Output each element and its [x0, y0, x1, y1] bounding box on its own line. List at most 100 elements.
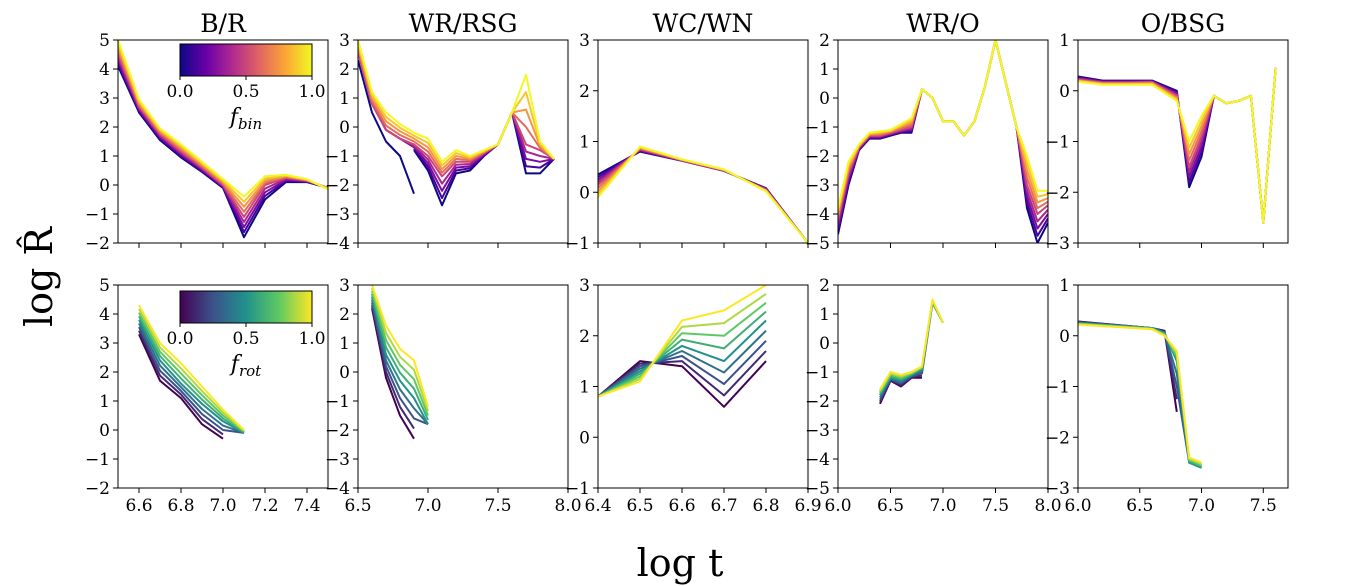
y-tick-label: 0	[579, 183, 590, 203]
series-line	[598, 310, 767, 398]
y-tick-label: −1	[1045, 378, 1070, 398]
x-tick-label: 6.4	[584, 496, 611, 516]
series-line	[358, 48, 555, 174]
y-tick-label: 2	[579, 327, 590, 347]
x-tick-label: 7.4	[293, 496, 320, 516]
series-group	[598, 285, 767, 408]
y-tick-label: 3	[99, 334, 110, 354]
series-line	[838, 40, 1048, 243]
y-tick-label: 2	[579, 82, 590, 102]
panel-title: B/R	[200, 9, 247, 38]
y-tick-label: −5	[805, 479, 830, 499]
series-line	[118, 62, 328, 234]
panel-1-1: −4 −3 −2 −1 0 1 2 3 6.5 7.0 7.5 8.0	[325, 276, 582, 516]
x-axis-label: log t	[637, 541, 724, 585]
series-line	[138, 322, 245, 434]
x-tick-label: 6.5	[877, 496, 904, 516]
colorbar-label: frot	[229, 352, 262, 380]
series-line	[598, 319, 767, 398]
y-tick-label: −1	[325, 392, 350, 412]
y-tick-label: −1	[1045, 133, 1070, 153]
y-tick-label: −4	[325, 479, 350, 499]
series-line	[598, 350, 767, 398]
x-tick-label: 6.9	[794, 496, 821, 516]
x-tick-label: 7.5	[1250, 496, 1277, 516]
y-tick-label: 2	[819, 276, 830, 296]
y-tick-label: 1	[579, 378, 590, 398]
series-line	[371, 293, 429, 421]
series-line	[371, 285, 429, 408]
series-line	[118, 40, 328, 198]
series-line	[598, 340, 767, 398]
axes-frame	[357, 284, 569, 489]
series-line	[371, 302, 429, 426]
y-tick-label: 1	[99, 147, 110, 167]
x-tick-label: 6.5	[626, 496, 653, 516]
colorbar-bin: 0.0 0.5 1.0 fbin	[166, 43, 326, 133]
axes-frame	[837, 39, 1049, 244]
x-tick-label: 7.5	[982, 496, 1009, 516]
colorbar-tick-label: 0.5	[232, 82, 259, 102]
y-tick-label: −3	[805, 176, 830, 196]
y-axis-label: log R̂	[17, 226, 61, 327]
x-tick-label: 6.6	[125, 496, 152, 516]
y-tick-label: 2	[339, 305, 350, 325]
series-line	[138, 333, 224, 440]
y-tick-label: 1	[1059, 31, 1070, 51]
y-tick-label: 5	[99, 276, 110, 296]
series-line	[838, 40, 1048, 209]
panels-layer: −2 −1 0 1 2 3 4 5 B/R −4 −3 −2 −1 0 1 2 3 WR/RSG −1 0 1 2 3 WC/…	[85, 9, 1289, 516]
colorbar-tick-label: 0.5	[232, 329, 259, 349]
x-tick-label: 7.2	[251, 496, 278, 516]
series-line	[138, 330, 224, 436]
y-tick-label: 3	[339, 276, 350, 296]
x-tick-label: 6.5	[1126, 496, 1153, 516]
x-tick-label: 6.8	[752, 496, 779, 516]
series-line	[138, 319, 245, 434]
panel-1-4: −3 −2 −1 0 1 6.0 6.5 7.0 7.5	[1045, 276, 1289, 516]
y-tick-label: 2	[339, 60, 350, 80]
y-tick-label: 3	[579, 31, 590, 51]
y-tick-label: 1	[1059, 276, 1070, 296]
y-tick-label: −2	[85, 234, 110, 254]
y-tick-label: −2	[805, 147, 830, 167]
panel-0-2: −1 0 1 2 3 WC/WN	[565, 9, 809, 254]
panel-0-4: −3 −2 −1 0 1 O/BSG	[1045, 9, 1289, 254]
colorbar-gradient	[179, 290, 313, 324]
y-tick-label: −2	[325, 176, 350, 196]
y-tick-label: 0	[99, 176, 110, 196]
y-tick-label: 2	[819, 31, 830, 51]
series-line	[138, 315, 245, 434]
series-line	[1078, 67, 1277, 224]
series-line	[358, 40, 555, 163]
y-tick-label: −2	[1045, 428, 1070, 448]
colorbar-tick-label: 1.0	[298, 329, 325, 349]
x-tick-label: 6.8	[167, 496, 194, 516]
series-line	[1078, 67, 1277, 224]
series-line	[879, 298, 944, 390]
series-line	[1078, 323, 1202, 464]
y-tick-label: −1	[325, 147, 350, 167]
panel-title: WR/RSG	[409, 9, 518, 38]
y-tick-label: 2	[99, 118, 110, 138]
colorbars-layer: 0.0 0.5 1.0 fbin 0.0 0.5 1.0 frot	[166, 43, 326, 380]
panel-1-3: −5 −4 −3 −2 −1 0 1 2 6.0 6.5 7.0 7.5 8.0	[805, 276, 1062, 516]
y-tick-label: 0	[579, 428, 590, 448]
y-tick-label: −1	[805, 363, 830, 383]
x-tick-label: 7.0	[414, 496, 441, 516]
axes-frame	[597, 39, 809, 244]
y-tick-label: −2	[85, 479, 110, 499]
y-tick-label: −3	[805, 421, 830, 441]
y-tick-label: 3	[339, 31, 350, 51]
y-tick-label: 0	[1059, 327, 1070, 347]
y-tick-label: 0	[819, 334, 830, 354]
x-tick-label: 6.7	[710, 496, 737, 516]
series-line	[598, 148, 808, 243]
colorbar-rot: 0.0 0.5 1.0 frot	[166, 290, 326, 380]
series-line	[598, 360, 767, 408]
series-group	[838, 40, 1048, 243]
y-tick-label: 3	[579, 276, 590, 296]
y-tick-label: 4	[99, 60, 110, 80]
x-tick-label: 6.0	[1064, 496, 1091, 516]
